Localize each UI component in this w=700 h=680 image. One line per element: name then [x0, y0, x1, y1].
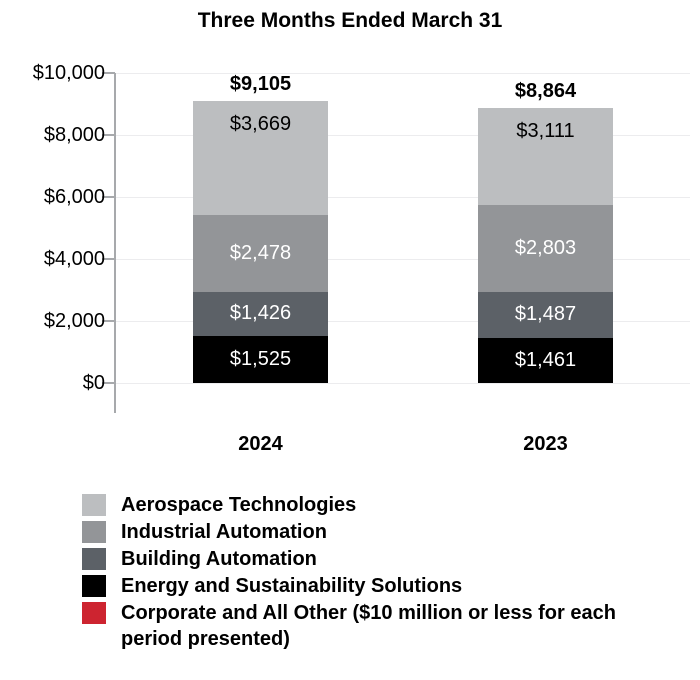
y-axis-label: $8,000 — [43, 124, 105, 146]
legend-item-industrial: Industrial Automation — [82, 519, 672, 545]
y-gridline — [115, 72, 690, 74]
y-axis-label: $0 — [82, 372, 105, 394]
y-gridline — [115, 382, 690, 384]
segment-building-2023: $1,487 — [478, 291, 613, 338]
y-axis-label: $4,000 — [43, 248, 105, 270]
y-axis-tick — [102, 134, 115, 136]
plot-area: $9,105 $3,669 $2,478 $1,426 $1,525 $8,86… — [32, 62, 690, 455]
legend-label: Aerospace Technologies — [121, 494, 357, 516]
y-axis-tick — [102, 258, 115, 260]
bar-2024: $9,105 $3,669 $2,478 $1,426 $1,525 — [193, 73, 328, 383]
segment-value-label: $1,426 — [229, 302, 292, 325]
legend-item-energy: Energy and Sustainability Solutions — [82, 573, 672, 599]
y-axis-line — [114, 73, 116, 413]
segment-value-label: $2,803 — [514, 236, 577, 259]
y-axis-tick — [102, 320, 115, 322]
segment-aerospace-2023: $3,111 — [478, 108, 613, 205]
legend-item-corporate: Corporate and All Other ($10 million or … — [82, 600, 672, 652]
legend-label: Building Automation — [121, 548, 317, 570]
legend-item-building: Building Automation — [82, 546, 672, 572]
segment-value-label: $3,111 — [516, 120, 575, 143]
legend: Aerospace Technologies Industrial Automa… — [82, 492, 672, 653]
y-gridline — [115, 258, 690, 260]
bar-2023: $8,864 $3,111 $2,803 $1,487 $1,461 — [478, 80, 613, 383]
segment-value-label: $1,487 — [514, 303, 577, 326]
legend-item-aerospace: Aerospace Technologies — [82, 492, 672, 518]
y-axis-label: $6,000 — [43, 186, 105, 208]
bar-total-label-2024: $9,105 — [229, 72, 292, 95]
legend-swatch-aerospace — [82, 494, 106, 516]
x-axis-label-2024: 2024 — [238, 433, 283, 455]
segment-value-label: $1,461 — [514, 348, 577, 371]
bar-total-label-2023: $8,864 — [514, 80, 577, 103]
y-gridline — [115, 196, 690, 198]
segment-building-2024: $1,426 — [193, 291, 328, 336]
segment-industrial-2024: $2,478 — [193, 214, 328, 292]
legend-swatch-corporate — [82, 602, 106, 624]
segment-value-label: $2,478 — [229, 241, 292, 264]
legend-swatch-industrial — [82, 521, 106, 543]
chart-title: Three Months Ended March 31 — [197, 9, 503, 32]
segment-aerospace-2024: $3,669 — [193, 100, 328, 215]
x-axis-label-2023: 2023 — [523, 433, 568, 455]
legend-label: Energy and Sustainability Solutions — [121, 575, 463, 597]
y-gridline — [115, 134, 690, 136]
segment-value-label: $1,525 — [229, 347, 292, 370]
y-axis-tick — [102, 72, 115, 74]
legend-swatch-building — [82, 548, 106, 570]
segment-energy-2024: $1,525 — [193, 335, 328, 383]
legend-swatch-energy — [82, 575, 106, 597]
y-gridline — [115, 320, 690, 322]
y-axis-label: $2,000 — [43, 310, 105, 332]
legend-label: Corporate and All Other ($10 million or … — [121, 602, 616, 650]
segment-value-label: $3,669 — [229, 112, 292, 135]
legend-label: Industrial Automation — [121, 521, 327, 543]
segment-energy-2023: $1,461 — [478, 337, 613, 383]
y-axis-tick — [102, 382, 115, 384]
y-axis-label: $10,000 — [32, 62, 105, 84]
segment-industrial-2023: $2,803 — [478, 204, 613, 292]
y-axis-tick — [102, 196, 115, 198]
